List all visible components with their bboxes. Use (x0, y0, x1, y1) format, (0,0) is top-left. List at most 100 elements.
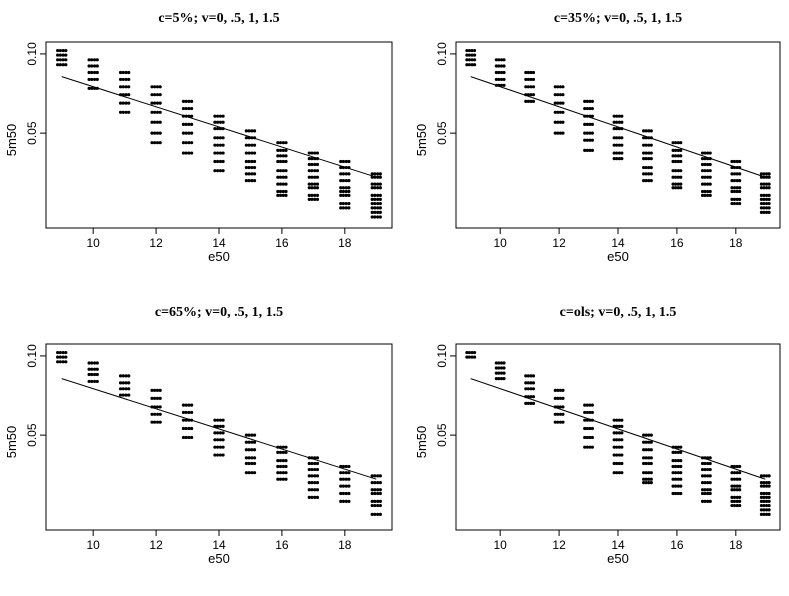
data-point (612, 120, 616, 124)
data-point (310, 197, 314, 201)
y-tick-label: 0.10 (435, 344, 449, 368)
data-point (252, 440, 257, 444)
data-point (738, 471, 742, 475)
data-point (708, 456, 712, 460)
data-point (187, 122, 191, 126)
data-point (95, 372, 99, 377)
data-point (703, 491, 707, 496)
data-point (310, 456, 314, 460)
data-point (706, 189, 710, 194)
data-point (376, 474, 380, 478)
data-point (732, 477, 737, 481)
data-point (373, 491, 377, 496)
data-point (612, 445, 616, 449)
data-point (370, 210, 374, 214)
data-point (252, 172, 257, 176)
data-point (671, 445, 675, 449)
data-point (735, 189, 739, 194)
data-point (310, 461, 314, 466)
data-point (642, 143, 646, 147)
data-point (215, 453, 220, 457)
data-point (558, 396, 563, 400)
data-point (373, 499, 377, 503)
data-point (585, 445, 589, 449)
data-point (642, 136, 646, 140)
data-point (759, 172, 764, 176)
data-point (276, 141, 280, 145)
x-tick-label: 10 (494, 236, 508, 250)
data-point (494, 70, 498, 75)
data-point (184, 114, 188, 118)
data-point (703, 175, 707, 179)
data-point (281, 450, 285, 454)
data-point (158, 141, 162, 145)
data-point (181, 122, 186, 126)
data-point (339, 499, 343, 503)
data-point (649, 461, 653, 466)
data-point (341, 159, 346, 164)
data-point (155, 101, 160, 105)
data-point (244, 471, 248, 475)
data-point (58, 63, 62, 67)
data-point (465, 350, 469, 355)
data-point (499, 377, 504, 381)
data-point (56, 350, 60, 355)
data-point (124, 77, 128, 82)
data-point (764, 474, 769, 478)
data-point (378, 186, 382, 190)
data-point (499, 77, 504, 82)
data-point (187, 106, 191, 111)
data-point (764, 508, 769, 512)
data-point (703, 474, 707, 478)
x-tick-label: 14 (212, 236, 226, 250)
data-point (759, 186, 764, 190)
data-point (187, 114, 191, 118)
data-point (313, 197, 317, 201)
data-point (764, 193, 769, 197)
data-point (730, 488, 734, 492)
data-point (284, 154, 288, 158)
data-point (583, 148, 587, 152)
y-tick-label: 0.10 (25, 344, 39, 368)
data-point (313, 193, 317, 197)
data-point (281, 193, 285, 197)
data-point (706, 157, 710, 161)
data-point (150, 110, 154, 114)
data-point (370, 206, 374, 210)
data-point (190, 114, 194, 118)
data-point (278, 182, 283, 186)
data-point (187, 418, 191, 422)
data-point (585, 122, 589, 126)
data-point (615, 438, 619, 442)
data-point (95, 367, 99, 371)
panel-2: c=35%; v=0, .5, 1, 1.5 10 12 14 16 18 0.05 0.10… (414, 11, 781, 264)
data-point (127, 93, 131, 97)
data-point (529, 77, 533, 82)
data-point (497, 77, 501, 82)
data-point (127, 387, 131, 391)
data-point (730, 179, 734, 183)
data-point (215, 151, 220, 155)
data-point (95, 70, 99, 75)
data-point (341, 499, 346, 503)
data-point (647, 448, 651, 452)
data-point (158, 93, 162, 97)
data-point (649, 481, 653, 485)
data-point (221, 127, 225, 131)
data-point (373, 193, 377, 197)
data-point (281, 169, 285, 173)
data-point (730, 201, 734, 206)
data-point (738, 172, 742, 176)
data-point (671, 450, 675, 454)
data-point (644, 433, 648, 437)
data-point (218, 431, 223, 435)
data-point (344, 189, 348, 194)
data-point (590, 403, 594, 407)
data-point (276, 471, 280, 475)
data-point (553, 412, 557, 416)
data-point (767, 210, 771, 214)
data-point (278, 450, 283, 454)
data-point (339, 189, 343, 194)
data-point (247, 461, 251, 466)
data-point (738, 488, 742, 492)
